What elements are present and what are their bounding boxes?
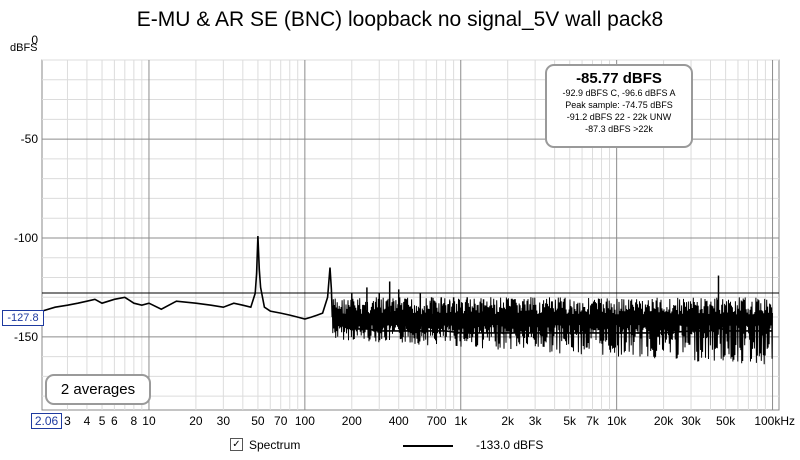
- x-tick-label: 1k: [454, 414, 468, 428]
- level-info-box: -85.77 dBFS -92.9 dBFS C, -96.6 dBFS A P…: [545, 64, 693, 148]
- chart-title: E-MU & AR SE (BNC) loopback no signal_5V…: [136, 8, 664, 31]
- spectrum-trace: [41, 235, 773, 334]
- x-tick-labels: 3 4 5 6 8 10 20 30 50 70 100 200 400 700 1k 2k 3k 5k 7k 10k…: [64, 414, 795, 428]
- series-layer: [41, 235, 773, 365]
- noise-floor-trace: [331, 297, 773, 365]
- above-22k-level: -87.3 dBFS >22k: [585, 124, 653, 134]
- x-tick-label: 10k: [607, 414, 627, 428]
- x-tick-label: 700: [427, 414, 447, 428]
- x-tick-label: 4: [84, 414, 91, 428]
- x-tick-label: 3k: [529, 414, 543, 428]
- legend-value: -133.0 dBFS: [476, 438, 544, 452]
- x-tick-label: 3: [64, 414, 71, 428]
- y-tick-label: 0: [31, 33, 38, 47]
- x-tick-label: 30: [217, 414, 231, 428]
- y-tick-label: -50: [21, 132, 39, 146]
- x-tick-label: 200: [342, 414, 362, 428]
- x-tick-label: 8: [131, 414, 138, 428]
- x-tick-label: 5k: [563, 414, 577, 428]
- x-axis-min-field[interactable]: 2.06: [31, 413, 62, 429]
- y-tick-labels: 0 -50 -100 -150: [14, 33, 38, 344]
- legend-label: Spectrum: [249, 438, 301, 452]
- overall-level: -85.77 dBFS: [576, 70, 662, 87]
- x-tick-label: 100kHz: [754, 414, 795, 428]
- peak-sample: Peak sample: -74.75 dBFS: [565, 100, 673, 110]
- x-tick-label: 20k: [654, 414, 674, 428]
- x-tick-label: 5: [99, 414, 106, 428]
- y-axis-label: dBFS: [10, 42, 38, 54]
- unweighted-level: -91.2 dBFS 22 - 22k UNW: [566, 112, 672, 122]
- x-tick-label: 6: [111, 414, 118, 428]
- x-tick-label: 30k: [681, 414, 701, 428]
- x-tick-label: 2k: [501, 414, 515, 428]
- x-tick-label: 10: [142, 414, 156, 428]
- x-tick-label: 7k: [586, 414, 600, 428]
- averages-badge: 2 averages: [45, 374, 151, 405]
- x-tick-label: 400: [389, 414, 409, 428]
- x-tick-label: 100: [295, 414, 315, 428]
- y-tick-label: -100: [14, 231, 38, 245]
- x-tick-label: 50: [251, 414, 265, 428]
- legend-line-swatch: [403, 445, 453, 447]
- x-tick-label: 50k: [716, 414, 736, 428]
- y-tick-label: -150: [14, 330, 38, 344]
- weighted-level: -92.9 dBFS C, -96.6 dBFS A: [562, 88, 676, 98]
- cursor-level-readout[interactable]: -127.8: [2, 310, 44, 326]
- x-tick-label: 70: [274, 414, 288, 428]
- spectrum-checkbox[interactable]: ✓: [230, 438, 243, 451]
- x-tick-label: 20: [189, 414, 203, 428]
